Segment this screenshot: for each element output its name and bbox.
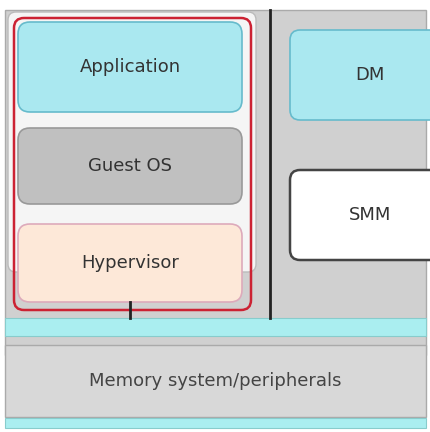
Text: Guest OS: Guest OS [88, 157, 172, 175]
Bar [5, 10, 425, 355]
Text: DM: DM [354, 66, 384, 84]
Bar [5, 345, 425, 417]
FancyBboxPatch shape [18, 128, 241, 204]
Bar [5, 418, 425, 428]
Text: Memory system/peripherals: Memory system/peripherals [89, 372, 341, 390]
Text: Application: Application [79, 58, 180, 76]
FancyBboxPatch shape [289, 30, 430, 120]
FancyBboxPatch shape [8, 12, 255, 272]
FancyBboxPatch shape [18, 22, 241, 112]
Text: SMM: SMM [348, 206, 390, 224]
FancyBboxPatch shape [18, 224, 241, 302]
Text: Hypervisor: Hypervisor [81, 254, 178, 272]
FancyBboxPatch shape [289, 170, 430, 260]
Bar [5, 318, 425, 336]
